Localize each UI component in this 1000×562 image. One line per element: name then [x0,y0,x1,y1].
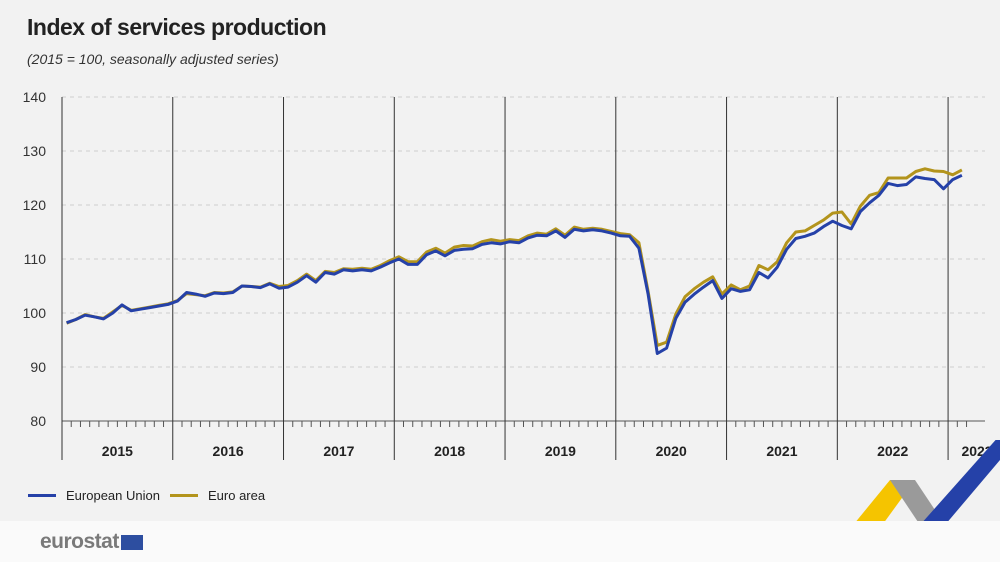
legend-label: Euro area [208,488,266,503]
chart-title: Index of services production [27,14,327,40]
legend-swatch [170,494,198,497]
series-line-euro-area [66,167,963,347]
legend-swatch [28,494,56,497]
footer [0,521,1000,562]
legend-item-ea: Euro area [170,488,265,503]
series-line-european-union [66,173,963,355]
x-tick-label: 2022 [877,443,908,459]
legend-label: European Union [66,488,160,503]
y-tick-label: 130 [23,143,47,159]
y-tick-label: 120 [23,197,47,213]
y-tick-label: 100 [23,305,47,321]
y-tick-label: 140 [23,89,47,105]
logo-text: eurostat [40,530,119,553]
eurostat-logo: eurostat [40,530,143,554]
chart-subtitle: (2015 = 100, seasonally adjusted series) [27,51,279,67]
x-tick-label: 2015 [102,443,133,459]
x-tick-label: 2018 [434,443,465,459]
y-tick-label: 110 [24,251,47,267]
legend-item-eu: European Union [28,488,160,503]
eu-flag-icon [120,534,143,550]
x-tick-label: 2017 [323,443,354,459]
y-tick-label: 80 [30,413,46,429]
y-tick-label: 90 [30,359,46,375]
x-tick-label: 2016 [213,443,244,459]
x-tick-label: 2020 [656,443,687,459]
x-tick-label: 2021 [766,443,797,459]
x-tick-label: 2019 [545,443,576,459]
